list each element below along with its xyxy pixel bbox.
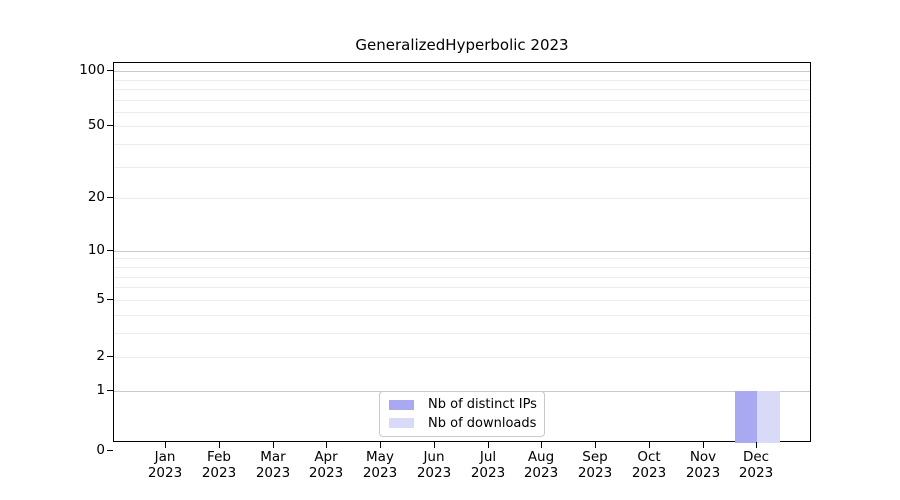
x-tick-label: Aug 2023 (511, 449, 571, 481)
x-tick-mark (380, 442, 381, 448)
y-tick-mark (107, 70, 113, 71)
y-tick-mark (107, 390, 113, 391)
y-gridline-minor (114, 144, 810, 145)
x-tick-year: 2023 (147, 465, 183, 481)
y-gridline-minor (114, 315, 810, 316)
x-tick-month: Nov (689, 449, 717, 465)
y-gridline-minor (114, 300, 810, 301)
y-gridline-minor (114, 287, 810, 288)
x-tick-mark (219, 442, 220, 448)
x-tick-month: Feb (207, 449, 231, 465)
y-tick-label: 50 (87, 117, 105, 133)
x-tick-month: May (366, 449, 394, 465)
x-tick-mark (273, 442, 274, 448)
y-tick-label: 0 (96, 442, 105, 458)
x-tick-label: Jul 2023 (458, 449, 518, 481)
legend-item: Nb of downloads (389, 415, 537, 432)
x-tick-mark (165, 442, 166, 448)
x-tick-mark (541, 442, 542, 448)
y-tick-label: 10 (87, 242, 105, 258)
x-tick-year: 2023 (255, 465, 291, 481)
x-tick-mark (434, 442, 435, 448)
legend-item-label: Nb of distinct IPs (428, 397, 537, 413)
y-tick-mark (107, 450, 113, 451)
x-tick-mark (326, 442, 327, 448)
y-gridline-minor (114, 89, 810, 90)
x-tick-month: Dec (742, 449, 770, 465)
chart-title: GeneralizedHyperbolic 2023 (355, 36, 569, 54)
y-gridline-minor (114, 167, 810, 168)
y-tick-mark (107, 299, 113, 300)
x-tick-mark (649, 442, 650, 448)
x-tick-year: 2023 (201, 465, 237, 481)
y-gridline-minor (114, 277, 810, 278)
legend-item-label: Nb of downloads (428, 415, 537, 431)
y-tick-label: 5 (96, 291, 105, 307)
y-gridline-minor (114, 198, 810, 199)
x-tick-year: 2023 (738, 465, 774, 481)
y-gridline-minor (114, 258, 810, 259)
y-gridline-minor (114, 112, 810, 113)
y-gridline-minor (114, 80, 810, 81)
y-tick-mark (107, 197, 113, 198)
x-tick-label: Sep 2023 (565, 449, 625, 481)
x-tick-label: Apr 2023 (296, 449, 356, 481)
y-tick-mark (107, 125, 113, 126)
y-tick-label: 100 (79, 62, 105, 78)
x-tick-year: 2023 (416, 465, 452, 481)
x-tick-label: Jun 2023 (404, 449, 464, 481)
y-gridline-minor (114, 333, 810, 334)
bar-distinct-ips (734, 391, 758, 443)
y-gridline-minor (114, 267, 810, 268)
x-tick-label: Feb 2023 (189, 449, 249, 481)
x-tick-mark (488, 442, 489, 448)
x-tick-month: Jun (423, 449, 445, 465)
x-tick-year: 2023 (577, 465, 613, 481)
legend: Nb of distinct IPs Nb of downloads (379, 391, 545, 437)
y-gridline-major (114, 71, 810, 72)
x-tick-month: Jul (479, 449, 497, 465)
bar-downloads (757, 391, 780, 443)
x-tick-year: 2023 (470, 465, 506, 481)
x-tick-label: Dec 2023 (726, 449, 786, 481)
x-tick-month: Apr (314, 449, 338, 465)
y-gridline-major (114, 251, 810, 252)
y-tick-mark (107, 356, 113, 357)
x-tick-month: Mar (260, 449, 286, 465)
legend-swatch (389, 399, 414, 410)
x-tick-label: Mar 2023 (243, 449, 303, 481)
y-gridline-minor (114, 357, 810, 358)
plot-area (113, 62, 811, 443)
x-tick-month: Sep (582, 449, 608, 465)
y-tick-label: 2 (96, 348, 105, 364)
x-tick-year: 2023 (631, 465, 667, 481)
x-tick-month: Oct (637, 449, 661, 465)
x-tick-month: Jan (154, 449, 176, 465)
y-gridline-minor (114, 100, 810, 101)
x-tick-label: May 2023 (350, 449, 410, 481)
x-tick-month: Aug (527, 449, 555, 465)
x-tick-mark (756, 442, 757, 448)
x-tick-label: Oct 2023 (619, 449, 679, 481)
x-tick-label: Nov 2023 (673, 449, 733, 481)
x-tick-mark (703, 442, 704, 448)
y-tick-label: 20 (87, 189, 105, 205)
y-tick-label: 1 (96, 382, 105, 398)
x-tick-year: 2023 (523, 465, 559, 481)
legend-swatch (389, 418, 414, 429)
x-tick-label: Jan 2023 (135, 449, 195, 481)
y-gridline-minor (114, 126, 810, 127)
x-tick-year: 2023 (362, 465, 398, 481)
x-tick-year: 2023 (685, 465, 721, 481)
x-tick-year: 2023 (308, 465, 344, 481)
legend-item: Nb of distinct IPs (389, 396, 537, 413)
x-tick-mark (595, 442, 596, 448)
y-tick-mark (107, 250, 113, 251)
